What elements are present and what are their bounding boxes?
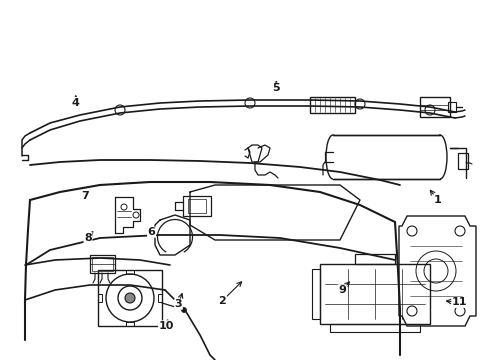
- Text: 9: 9: [338, 285, 346, 295]
- Bar: [183, 196, 210, 216]
- Bar: [90, 255, 115, 273]
- Bar: [311, 269, 319, 319]
- Text: 4: 4: [72, 98, 80, 108]
- Bar: [98, 270, 162, 326]
- Bar: [329, 324, 419, 332]
- Bar: [319, 264, 429, 324]
- Text: 5: 5: [272, 83, 280, 93]
- Bar: [332, 135, 439, 179]
- Bar: [447, 102, 455, 112]
- Bar: [309, 97, 354, 113]
- Text: 11: 11: [451, 297, 467, 307]
- Bar: [354, 254, 394, 264]
- Circle shape: [181, 307, 186, 312]
- Bar: [457, 153, 467, 169]
- Text: 1: 1: [433, 195, 441, 205]
- Bar: [126, 322, 134, 326]
- Text: 6: 6: [147, 227, 155, 237]
- Text: 7: 7: [81, 191, 89, 201]
- Text: 2: 2: [218, 296, 226, 306]
- Bar: [126, 270, 134, 274]
- Bar: [98, 294, 102, 302]
- Text: 10: 10: [158, 321, 174, 331]
- Text: 3: 3: [174, 299, 182, 309]
- Bar: [187, 199, 205, 213]
- Bar: [92, 257, 113, 271]
- Bar: [158, 294, 162, 302]
- Circle shape: [125, 293, 135, 303]
- Bar: [419, 97, 449, 117]
- Text: 8: 8: [84, 233, 92, 243]
